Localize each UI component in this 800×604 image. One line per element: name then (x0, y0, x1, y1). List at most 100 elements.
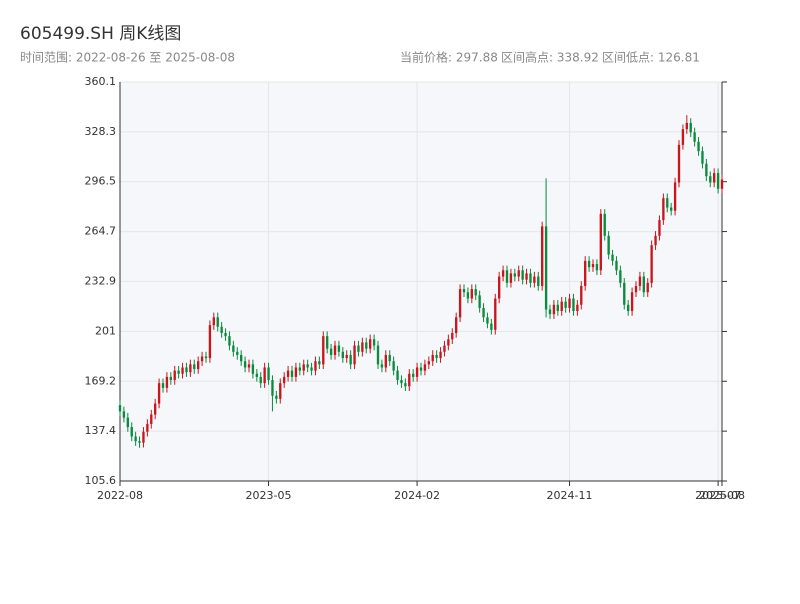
candle-body (224, 333, 227, 337)
candle-body (560, 301, 563, 312)
chart-title: 605499.SH 周K线图 (20, 24, 181, 44)
candle-body (208, 325, 212, 359)
candle-body (509, 273, 513, 283)
subtitle: 时间范围: 2022-08-26 至 2025-08-08 (20, 51, 235, 65)
candle-body (326, 336, 329, 349)
candle-body (513, 273, 516, 277)
candle-body (236, 351, 239, 355)
candle-body (169, 376, 172, 381)
candle-body (521, 270, 524, 280)
candle-body (267, 367, 270, 381)
candle-body (396, 370, 399, 381)
candle-body (439, 351, 442, 359)
candle-body (204, 356, 208, 359)
y-tick-label: 328.3 (85, 125, 117, 138)
candle-body (615, 260, 618, 271)
candle-body (568, 298, 571, 308)
y-tick-label: 264.7 (85, 225, 117, 238)
candle-body (584, 260, 587, 286)
candle-body (138, 441, 141, 443)
candle-body (122, 411, 126, 418)
candle-body (181, 367, 184, 374)
candle-body (150, 414, 153, 424)
candle-body (384, 354, 387, 368)
candle-body (134, 436, 137, 442)
candle-body (701, 151, 704, 164)
candle-body (705, 163, 708, 177)
candle-body (482, 307, 485, 318)
stat: 区间高点: 338.92 (501, 50, 599, 65)
candle-body (627, 304, 630, 312)
candle-body (638, 276, 642, 286)
candle-body (650, 245, 653, 283)
candle-body (240, 354, 243, 362)
candle-body (310, 367, 313, 371)
candle-body (165, 376, 169, 388)
candle-body (501, 270, 505, 277)
candle-body (302, 364, 305, 371)
x-tick-label: 2025-07 (695, 489, 741, 502)
x-tick-label: 2023-05 (246, 489, 292, 502)
candle-body (294, 367, 298, 377)
candle-body (455, 317, 458, 334)
candle-body (587, 260, 591, 268)
candle-body (556, 304, 559, 312)
y-tick-label: 169.2 (85, 374, 117, 387)
candle-body (689, 122, 692, 133)
candle-body (286, 370, 290, 377)
candle-body (173, 370, 176, 381)
candle-body (474, 289, 477, 296)
candle-body (580, 285, 583, 305)
candle-body (376, 345, 380, 365)
candle-body (404, 383, 407, 387)
candle-body (283, 376, 286, 384)
candle-body (552, 304, 556, 315)
stat: 当前价格: 297.88 (400, 50, 498, 65)
candle-body (576, 304, 579, 312)
candle-body (290, 370, 294, 377)
candle-body (693, 132, 696, 142)
x-tick-label: 2024-02 (394, 489, 440, 502)
y-tick-label: 137.4 (85, 424, 117, 437)
candle-body (193, 364, 196, 370)
candle-body (591, 264, 595, 268)
candle-body (634, 285, 638, 293)
candle-body (677, 144, 681, 183)
candle-body (462, 289, 466, 293)
candle-body (537, 276, 540, 286)
candle-body (228, 336, 231, 346)
candle-body (607, 235, 610, 255)
candle-body (259, 376, 262, 384)
candle-body (478, 295, 481, 308)
candle-body (412, 373, 415, 377)
candle-body (599, 213, 602, 271)
candle-body (443, 345, 446, 352)
candle-body (142, 431, 145, 443)
y-tick-label: 296.5 (85, 175, 117, 188)
candle-body (161, 383, 165, 388)
candle-body (486, 317, 489, 324)
candle-body (681, 129, 685, 145)
candle-body (408, 373, 411, 387)
candle-body (470, 289, 473, 299)
candle-body (466, 292, 470, 299)
candle-body (654, 235, 657, 246)
candle-body (369, 339, 372, 349)
candle-body (662, 198, 665, 221)
candle-body (525, 273, 528, 280)
candle-body (595, 264, 599, 271)
candle-body (232, 345, 235, 352)
candle-body (423, 364, 427, 371)
candle-body (548, 309, 552, 315)
x-tick-label: 2025-08 (699, 489, 745, 502)
candle-body (572, 298, 575, 312)
x-tick-label: 2024-11 (547, 489, 593, 502)
candle-body (263, 367, 266, 384)
candle-body (709, 176, 712, 183)
candle-body (505, 270, 509, 283)
x-tick-label: 2022-08 (97, 489, 143, 502)
y-tick-label: 105.6 (85, 474, 117, 487)
candle-body (603, 213, 606, 236)
